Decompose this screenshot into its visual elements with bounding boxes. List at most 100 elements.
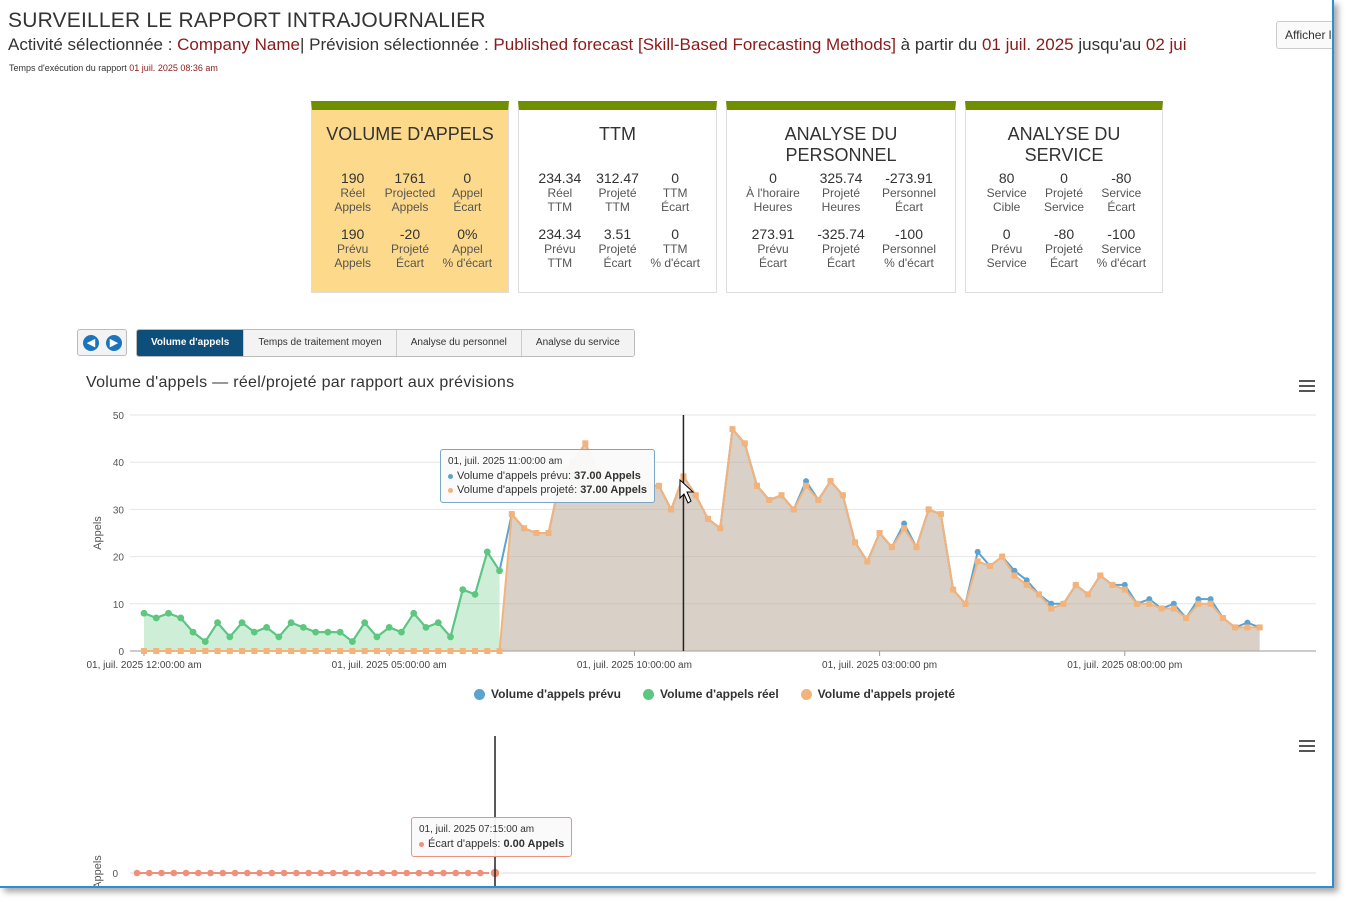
y-tick-label: 50 [113,411,125,422]
metric: 80 Service Cible [978,170,1035,214]
projected-point [349,648,356,654]
variance-point [145,869,153,877]
tab-analyse-personnel[interactable]: Analyse du personnel [396,330,522,356]
projected-point [141,648,147,654]
projected-point [1183,614,1190,621]
variance-point [182,869,190,877]
projected-point [545,530,552,536]
arrow-right-icon[interactable]: ▶ [106,335,122,351]
tooltip-timestamp: 01, juil. 2025 11:00:00 am [448,456,563,467]
metric-label: Écart [661,200,690,214]
actual-point [483,548,491,556]
metric-label: Service [986,186,1027,200]
legend-label: Volume d'appels prévu [491,687,621,701]
variance-point [293,869,300,877]
variance-point [256,869,263,877]
projected-point [974,558,981,565]
variance-point [391,869,398,877]
chart-tabs: Volume d'appels Temps de traitement moye… [136,329,635,357]
projected-point [239,648,246,654]
x-tick-label: 01, juil. 2025 10:00:00 am [577,660,692,671]
metric-label: Heures [753,200,793,214]
to-label: jusqu'au [1073,35,1146,54]
metric: 0% Appel% d'écart [439,226,496,270]
projected-point [986,563,993,570]
metric-value: 273.91 [751,226,795,242]
metric-value: -100 [894,226,924,242]
metric-label: Écart [1107,200,1136,214]
projected-point [925,506,932,513]
tab-temps-traitement[interactable]: Temps de traitement moyen [244,330,397,356]
arrow-left-icon[interactable]: ◀ [83,335,99,351]
chart-menu-icon[interactable] [1299,380,1315,394]
variance-point [378,869,386,877]
metric-label: % d'écart [884,256,934,270]
afficher-button[interactable]: Afficher l [1276,21,1332,49]
legend-item-projected[interactable]: Volume d'appels projeté [800,687,955,701]
actual-point [189,628,197,636]
projected-point [398,648,405,654]
metric: -20 Projeté Écart [381,226,438,270]
projected-point [214,648,221,654]
actual-point [385,624,393,631]
card-title: ANALYSE DU SERVICE [1007,124,1121,165]
projected-point [1011,572,1018,579]
metric-value: 0 [671,226,680,242]
projected-point [839,492,846,499]
metric-label: TTM [547,256,573,270]
projected-point [1256,624,1263,631]
projected-point [937,511,944,518]
variance-point [476,869,484,877]
projected-point [668,506,675,513]
projected-point [496,648,503,654]
variance-point [440,869,447,877]
metric-label: Projected [384,186,436,200]
x-tick-label: 01, juil. 2025 03:00:00 pm [822,660,937,671]
actual-area [144,551,500,651]
metric-label: Appel [451,242,483,256]
forecast-value: Published forecast [Skill-Based Forecast… [493,35,896,54]
legend-item-forecast[interactable]: Volume d'appels prévu [474,687,621,701]
metric-value: 234.34 [538,226,582,242]
from-label: à partir du [895,35,982,54]
actual-point [152,614,160,622]
forecast-label: | Prévision sélectionnée : [299,35,494,54]
from-date: 01 juil. 2025 [981,35,1074,54]
metric-label: Prévu [336,242,369,256]
metric-label: Projeté [821,242,861,256]
forecast-point [1195,596,1202,603]
legend-item-actual[interactable]: Volume d'appels réel [643,687,779,701]
tooltip-label: Volume d'appels prévu: [457,470,575,482]
tab-volume-appels[interactable]: Volume d'appels [137,330,245,356]
projected-point [1195,600,1202,607]
projected-point [410,648,417,654]
projected-point [165,648,172,654]
legend-label: Volume d'appels projeté [817,687,955,701]
projected-point [888,544,895,551]
variance-point [219,869,227,877]
y-tick-label: 0 [112,869,118,880]
runtime-value: 01 juil. 2025 08:36 am [129,63,218,73]
metric: 234.34 Réel TTM [531,170,589,214]
projected-point [361,648,368,654]
metric-value: 3.51 [603,226,632,242]
projected-point [300,648,307,654]
metric: -80 Service Écart [1093,170,1150,214]
y-axis-label: Appels [92,516,104,550]
metric-value: 0% [457,226,478,242]
tab-analyse-service[interactable]: Analyse du service [521,330,634,356]
chart2-menu-icon[interactable] [1299,740,1315,754]
metric: 0 Projeté Service [1035,170,1092,214]
metric-value: -325.74 [817,226,865,242]
projected-point [962,600,969,607]
projected-point [1097,572,1104,579]
metric-label: Heures [821,200,861,214]
metric: 3.51 Projeté Écart [589,226,647,270]
metric-label: TTM [662,242,688,256]
actual-point [238,619,246,627]
projected-point [692,492,699,499]
projected-point [1146,600,1153,607]
metric-label: % d'écart [442,256,493,270]
projected-point [533,530,540,536]
